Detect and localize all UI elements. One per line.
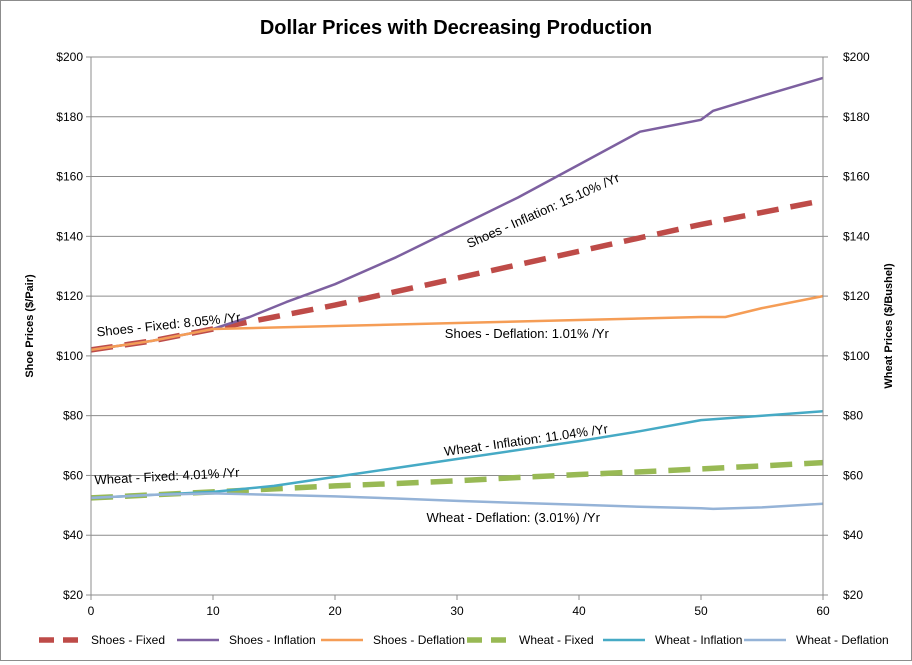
y-axis-label-right: Wheat Prices ($/Bushel) xyxy=(883,263,895,389)
y-tick-label-left: $80 xyxy=(63,409,83,423)
y-tick-label-left: $40 xyxy=(63,528,83,542)
series-lines xyxy=(90,76,824,511)
x-tick-label: 40 xyxy=(572,604,586,618)
x-tick-label: 20 xyxy=(328,604,342,618)
y-tick-label-right: $60 xyxy=(843,468,863,482)
annotation-label: Wheat - Fixed: 4.01% /Yr xyxy=(94,465,240,488)
y-axis-label-left: Shoe Prices ($/Pair) xyxy=(24,274,36,378)
y-tick-label-left: $120 xyxy=(56,289,83,303)
x-tick-label: 0 xyxy=(88,604,95,618)
y-tick-label-right: $120 xyxy=(843,289,870,303)
y-tick-label-left: $200 xyxy=(56,50,83,64)
chart-title: Dollar Prices with Decreasing Production xyxy=(260,17,652,39)
series-line-shoes-inflation xyxy=(90,76,824,352)
y-tick-label-left: $160 xyxy=(56,170,83,184)
y-tick-label-left: $20 xyxy=(63,588,83,602)
y-tick-label-right: $40 xyxy=(843,528,863,542)
series-line-shoes-deflation xyxy=(90,294,824,352)
x-tick-label: 50 xyxy=(694,604,708,618)
legend-item-label: Wheat - Fixed xyxy=(519,633,594,647)
legend-item-label: Wheat - Inflation xyxy=(655,633,742,647)
y-tick-label-right: $160 xyxy=(843,170,870,184)
x-tick-label: 10 xyxy=(206,604,220,618)
legend-item-label: Shoes - Deflation xyxy=(373,633,465,647)
y-tick-label-right: $180 xyxy=(843,110,870,124)
y-tick-label-left: $100 xyxy=(56,349,83,363)
y-tick-label-right: $80 xyxy=(843,409,863,423)
annotation-label: Wheat - Deflation: (3.01%) /Yr xyxy=(427,510,601,525)
legend-item-label: Shoes - Fixed xyxy=(91,633,165,647)
y-tick-label-left: $140 xyxy=(56,229,83,243)
x-tick-label: 60 xyxy=(816,604,830,618)
y-tick-label-right: $200 xyxy=(843,50,870,64)
annotation-label: Shoes - Inflation: 15.10% /Yr xyxy=(464,170,622,251)
annotation-label: Shoes - Deflation: 1.01% /Yr xyxy=(445,326,610,341)
series-line-wheat-deflation xyxy=(90,492,824,511)
legend: Shoes - Fixed Shoes - Inflation Shoes - De… xyxy=(39,633,889,647)
y-tick-label-right: $100 xyxy=(843,349,870,363)
y-tick-label-left: $60 xyxy=(63,468,83,482)
legend-item-label: Shoes - Inflation xyxy=(229,633,316,647)
gridlines xyxy=(91,56,823,536)
y-tick-label-left: $180 xyxy=(56,110,83,124)
series-line-wheat-inflation xyxy=(90,409,824,500)
x-tick-label: 30 xyxy=(450,604,464,618)
axes: $20 $20 $40 $40 $60 $60 $80 $80 $100 $100 $120 $120… xyxy=(56,50,870,618)
y-tick-label-right: $20 xyxy=(843,588,863,602)
legend-item-label: Wheat - Deflation xyxy=(796,633,889,647)
y-tick-label-right: $140 xyxy=(843,229,870,243)
